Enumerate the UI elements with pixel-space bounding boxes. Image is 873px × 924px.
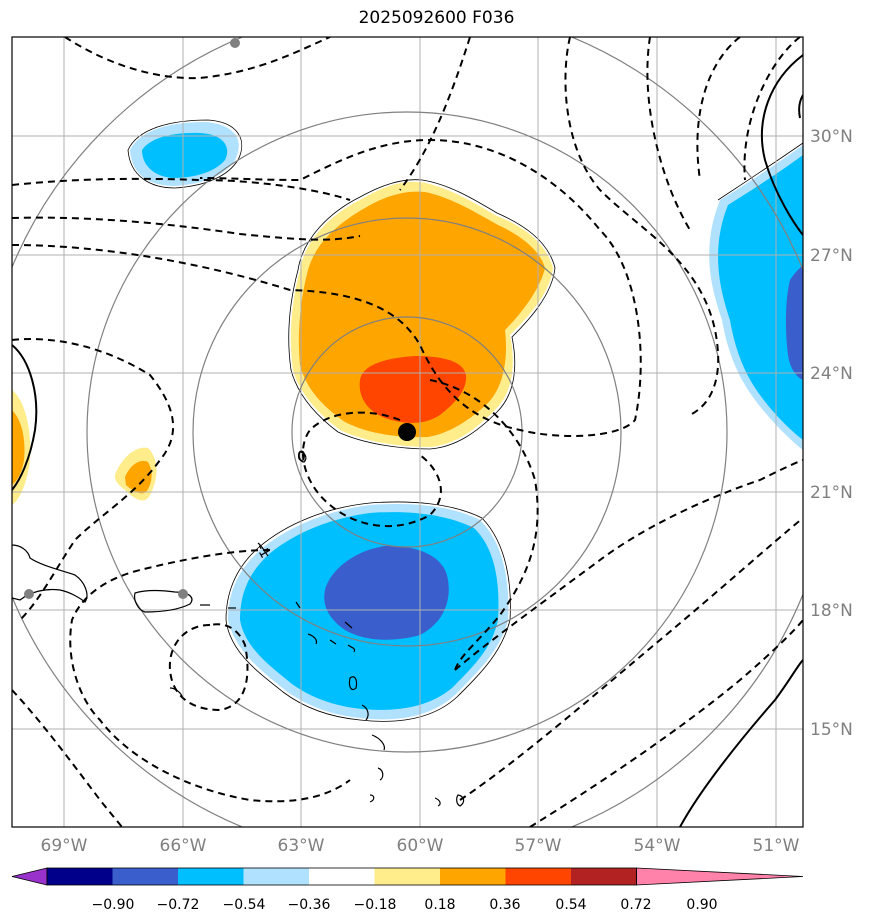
lat-label-30n: 30°N	[810, 127, 853, 147]
colorbar-segment	[440, 868, 506, 885]
lat-label-15n: 15°N	[810, 720, 853, 740]
blue-dark-core	[324, 545, 449, 640]
cb-tick: 0.72	[620, 897, 651, 913]
cb-tick: 0.54	[555, 897, 586, 913]
graticule	[12, 37, 803, 827]
cb-tick: −0.90	[92, 897, 135, 913]
lon-label-54w: 54°W	[634, 836, 681, 856]
lon-label-69w: 69°W	[41, 836, 88, 856]
lon-label-63w: 63°W	[278, 836, 325, 856]
latitude-labels: 30°N 27°N 24°N 21°N 18°N 15°N	[810, 127, 853, 740]
lat-label-18n: 18°N	[810, 601, 853, 621]
lat-label-24n: 24°N	[810, 364, 853, 384]
cb-tick: −0.36	[288, 897, 331, 913]
cb-tick: 0.18	[424, 897, 455, 913]
map-frame	[11, 36, 804, 828]
colorbar-segment	[243, 868, 310, 885]
lon-label-57w: 57°W	[515, 836, 562, 856]
contour-label-neg1: -1	[252, 541, 273, 561]
lon-label-60w: 60°W	[397, 836, 444, 856]
location-markers	[24, 38, 416, 599]
lat-label-27n: 27°N	[810, 246, 853, 266]
lon-label-66w: 66°W	[160, 836, 207, 856]
lat-label-21n: 21°N	[810, 483, 853, 503]
colorbar-segment	[178, 868, 244, 885]
cb-tick: −0.18	[354, 897, 397, 913]
cb-tick: −0.54	[223, 897, 266, 913]
range-rings	[12, 37, 803, 827]
cb-tick: 0.36	[489, 897, 520, 913]
map-title: 2025092600 F036	[358, 8, 515, 28]
colorbar-segment	[47, 868, 113, 885]
coastlines	[12, 451, 465, 807]
cb-tick: −0.72	[157, 897, 200, 913]
longitude-labels: 69°W 66°W 63°W 60°W 57°W 54°W 51°W	[41, 836, 800, 856]
station-marker	[24, 589, 34, 599]
positive-contours	[12, 54, 803, 827]
station-marker	[230, 38, 240, 48]
contour-label-zero: 0	[297, 449, 306, 465]
station-marker	[178, 589, 188, 599]
colorbar-extend-high	[636, 867, 804, 886]
colorbar-tick-labels: −0.90 −0.72 −0.54 −0.36 −0.18 0.18 0.36 …	[92, 897, 718, 913]
colorbar-extend-low	[11, 867, 48, 886]
colorbar-segment	[112, 868, 179, 885]
colorbar-segment	[309, 868, 375, 885]
storm-center-marker	[398, 423, 416, 441]
negative-contours	[12, 37, 803, 827]
map-plot-area	[12, 37, 803, 827]
colorbar	[11, 867, 804, 886]
colorbar-segment	[571, 868, 637, 885]
anomaly-shading	[12, 122, 803, 720]
colorbar-segment	[505, 868, 572, 885]
lon-label-51w: 51°W	[753, 836, 800, 856]
colorbar-outline	[46, 867, 637, 886]
colorbar-segment	[374, 868, 441, 885]
cb-tick: 0.90	[686, 897, 717, 913]
zero-contours	[127, 119, 803, 722]
